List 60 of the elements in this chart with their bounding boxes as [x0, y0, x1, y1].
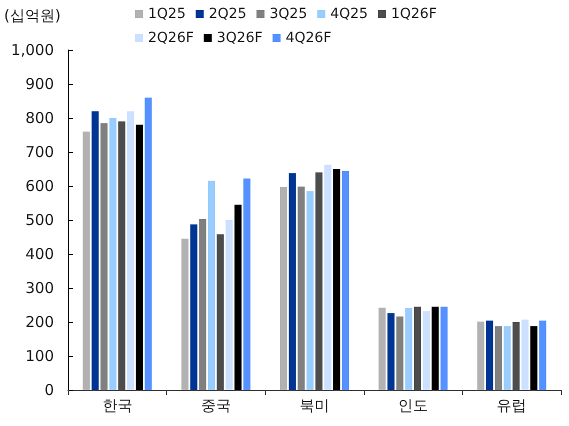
- bar: [504, 326, 511, 390]
- y-tick-label: 700: [25, 143, 54, 161]
- legend-label: 2Q26F: [148, 30, 194, 46]
- bar: [494, 326, 502, 390]
- legend-label: 4Q25: [330, 6, 368, 22]
- x-tick-label: 북미: [300, 396, 330, 414]
- bar: [539, 320, 546, 390]
- y-tick-label: 100: [25, 347, 54, 365]
- bar: [440, 306, 448, 390]
- bar: [405, 308, 412, 390]
- legend-label: 1Q26F: [390, 6, 437, 22]
- bar: [234, 204, 242, 390]
- y-tick-label: 800: [25, 109, 54, 127]
- y-axis-title: (십억원): [4, 6, 61, 24]
- bar: [144, 98, 152, 390]
- x-tick-label: 한국: [102, 396, 132, 414]
- bar: [92, 111, 99, 390]
- x-tick-label: 유럽: [496, 396, 527, 414]
- bar: [100, 123, 108, 390]
- bar: [306, 191, 314, 390]
- x-tick-label: 중국: [200, 396, 231, 414]
- bar: [208, 180, 216, 390]
- legend-label: 2Q25: [208, 6, 246, 22]
- bar: [298, 186, 305, 390]
- bar: [521, 320, 529, 390]
- bar: [190, 224, 198, 390]
- y-tick-label: 600: [25, 177, 54, 195]
- y-tick-label: 900: [25, 75, 54, 93]
- bar: [324, 164, 332, 390]
- y-tick-label: 1,000: [11, 41, 54, 59]
- bar: [530, 326, 538, 390]
- y-tick-label: 0: [44, 381, 54, 399]
- bar: [181, 238, 188, 390]
- legend-label: 1Q25: [148, 6, 186, 22]
- bar: [342, 171, 350, 390]
- y-tick-label: 400: [25, 245, 54, 263]
- bar: [486, 320, 494, 390]
- bar: [280, 187, 288, 390]
- bar: [109, 118, 116, 390]
- bar: [422, 311, 430, 390]
- legend-label: 3Q26F: [216, 30, 263, 46]
- y-tick-label: 300: [25, 279, 54, 297]
- y-tick-label: 500: [25, 211, 54, 229]
- bar: [288, 173, 296, 390]
- bar: [477, 322, 484, 390]
- bar: [226, 220, 233, 390]
- legend-label: 3Q25: [269, 6, 308, 22]
- bar: [396, 316, 404, 390]
- x-tick-label: 인도: [398, 396, 428, 414]
- bar: [333, 169, 340, 390]
- bar: [243, 178, 250, 390]
- bar: [82, 132, 90, 390]
- legend-label: 4Q26F: [286, 30, 332, 46]
- bar: [127, 111, 134, 390]
- bar: [199, 218, 206, 390]
- bar: [387, 313, 395, 390]
- bar: [136, 124, 143, 390]
- bar: [378, 308, 386, 390]
- bar: [432, 306, 439, 390]
- y-tick-label: 200: [25, 313, 54, 331]
